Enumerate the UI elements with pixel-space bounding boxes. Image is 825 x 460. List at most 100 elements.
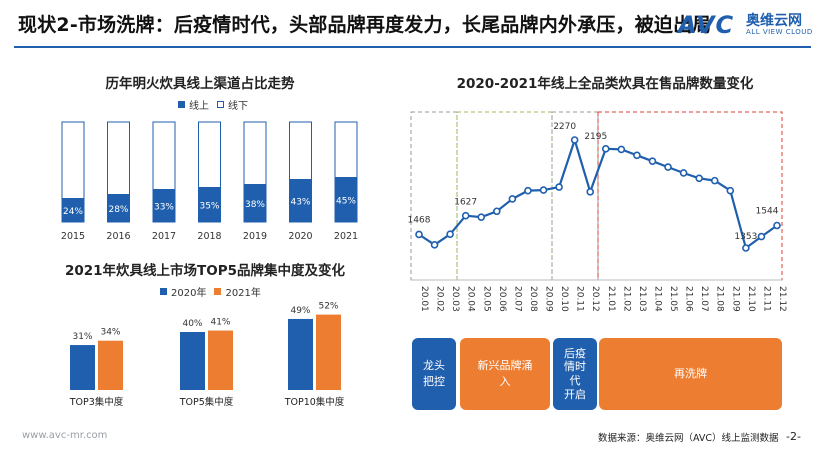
data-point-20.03 <box>446 230 454 239</box>
phase-frame-3 <box>597 111 783 281</box>
phase-box-new-brands: 新兴品牌涌 入 <box>460 338 550 410</box>
bar-online-2021 <box>335 177 357 222</box>
x-tick-label-2015: 2015 <box>61 231 85 242</box>
bar-value-label-2018: 35% <box>199 202 219 212</box>
data-point-21.04 <box>648 157 657 165</box>
footer-source: 数据来源：奥维云网（AVC）线上监测数据 <box>598 433 779 444</box>
x-tick-label-20.06: 20.06 <box>497 286 507 312</box>
data-point-20.02 <box>430 241 439 249</box>
legend-swatch-online <box>178 101 185 108</box>
x-tick-label-20.07: 20.07 <box>512 286 522 312</box>
bar-online-2016 <box>107 194 130 222</box>
concentration-chart-title: 2021年炊具线上市场TOP5品牌集中度及变化 <box>64 263 346 279</box>
data-point-20.01 <box>415 230 423 239</box>
page-number: -2- <box>786 430 801 443</box>
bar-2020年-TOP3集中度 <box>70 345 95 390</box>
x-tick-label-TOP10集中度: TOP10集中度 <box>284 396 345 408</box>
x-tick-label-21.12: 21.12 <box>777 286 787 312</box>
concentration-chart: 31% 34% TOP3集中度 40% 41% TOP5集中度 49% 52% TOP10集中度 <box>69 302 345 408</box>
x-tick-label-20.02: 20.02 <box>435 286 445 312</box>
phase-frame-0 <box>410 111 458 281</box>
x-tick-label-21.09: 21.09 <box>730 286 740 312</box>
x-tick-label-TOP3集中度: TOP3集中度 <box>69 396 124 408</box>
data-point-21.02 <box>617 145 626 154</box>
data-label-21.01: 2195 <box>584 132 607 142</box>
bar-value-label-2016: 28% <box>108 205 128 215</box>
data-point-20.08 <box>524 186 532 195</box>
slide-title: 现状2-市场洗牌：后疫情时代，头部品牌再度发力，长尾品牌内外承压，被迫出局 <box>18 14 712 36</box>
data-point-20.05 <box>477 213 486 221</box>
data-point-21.03 <box>633 151 641 160</box>
bar-value-label-2021年-TOP5集中度: 41% <box>210 318 230 328</box>
data-point-20.12 <box>586 188 595 196</box>
data-label-21.10: 1353 <box>734 232 757 242</box>
title-divider <box>14 46 811 48</box>
phase-label-reshuffle: 再洗牌 <box>674 367 707 381</box>
bar-value-label-2015: 24% <box>63 207 83 217</box>
phase-label-leaders: 龙头 把控 <box>423 359 445 388</box>
data-point-20.09 <box>539 186 548 194</box>
data-point-20.11 <box>570 136 579 144</box>
online-share-legend: 线上 线下 <box>178 97 248 112</box>
x-tick-label-2021: 2021 <box>334 231 358 242</box>
bar-2020年-TOP10集中度 <box>288 318 313 390</box>
bar-value-label-2020年-TOP3集中度: 31% <box>72 332 92 342</box>
logo-name-en: ALL VIEW CLOUD <box>746 28 813 36</box>
data-point-21.07 <box>695 174 703 183</box>
legend-label-offline: 线下 <box>228 101 248 112</box>
x-tick-label-21.06: 21.06 <box>684 286 694 312</box>
bar-online-2015 <box>62 198 84 222</box>
x-tick-label-21.10: 21.10 <box>746 286 756 312</box>
concentration-legend: 2020年 2021年 <box>160 284 261 299</box>
data-point-20.10 <box>555 183 563 191</box>
footer-url: www.avc-mr.com <box>22 430 108 441</box>
x-tick-label-2019: 2019 <box>243 231 267 242</box>
online-share-chart: 24% 2015 28% 2016 33% 2017 35% 2018 38% 2019 43% 20… <box>61 121 358 242</box>
brand-count-chart: 1468 1627 2270 2195 1353 1544 20.01 20.02 20.03 2… <box>408 111 787 312</box>
phase-label-new-brands: 新兴品牌涌 入 <box>477 359 533 388</box>
x-tick-label-20.09: 20.09 <box>544 286 554 312</box>
bar-value-label-2020年-TOP10集中度: 49% <box>290 306 310 316</box>
logo-name-cn: 奥维云网 <box>746 13 802 29</box>
x-tick-label-20.12: 20.12 <box>590 286 600 312</box>
bar-online-2020 <box>289 179 312 222</box>
x-tick-label-2016: 2016 <box>106 231 130 242</box>
bar-value-label-2021: 45% <box>336 197 356 207</box>
x-tick-label-21.08: 21.08 <box>715 286 725 312</box>
x-tick-label-20.08: 20.08 <box>528 286 538 312</box>
logo-avc-text: AVC <box>678 11 735 39</box>
x-tick-label-20.03: 20.03 <box>450 286 460 312</box>
phase-box-post-pandemic: 后疫 情时 代 开启 <box>553 338 597 410</box>
data-point-21.10 <box>742 244 750 252</box>
brand-count-chart-title: 2020-2021年线上全品类炊具在售品牌数量变化 <box>456 76 754 92</box>
bar-value-label-2021年-TOP3集中度: 34% <box>100 328 120 338</box>
data-point-21.12 <box>773 221 781 230</box>
bar-online-2018 <box>198 187 221 222</box>
data-point-21.05 <box>664 163 672 171</box>
x-tick-label-2017: 2017 <box>152 231 176 242</box>
legend-swatch-2021 <box>214 288 222 295</box>
phase-frame-1 <box>456 111 553 281</box>
bar-online-2019 <box>244 184 266 222</box>
bar-2020年-TOP5集中度 <box>180 332 205 390</box>
data-point-20.06 <box>493 207 501 216</box>
data-point-21.08 <box>710 176 719 185</box>
bar-2021年-TOP10集中度 <box>316 314 341 390</box>
x-tick-label-21.03: 21.03 <box>637 286 647 312</box>
bar-value-label-2021年-TOP10集中度: 52% <box>318 302 338 312</box>
bar-online-2017 <box>153 189 175 222</box>
data-label-20.04: 1627 <box>454 198 477 208</box>
data-point-21.01 <box>601 145 610 153</box>
legend-label-2020: 2020年 <box>171 288 207 299</box>
legend-swatch-2020 <box>160 288 167 295</box>
bar-value-label-2020: 43% <box>290 198 310 208</box>
legend-label-2021: 2021年 <box>225 288 261 299</box>
x-tick-label-21.02: 21.02 <box>621 286 631 312</box>
x-tick-label-2018: 2018 <box>197 231 221 242</box>
bar-value-label-2019: 38% <box>245 200 265 210</box>
x-tick-label-20.05: 20.05 <box>481 286 491 312</box>
legend-swatch-offline <box>217 101 224 108</box>
x-tick-label-21.01: 21.01 <box>606 286 616 312</box>
x-tick-label-2020: 2020 <box>288 231 312 242</box>
bar-value-label-2017: 33% <box>154 203 174 213</box>
